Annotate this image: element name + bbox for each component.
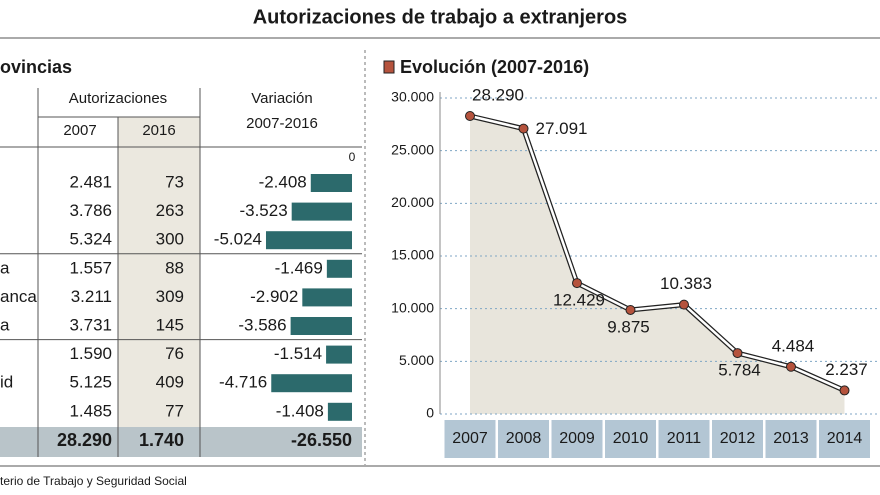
- cell: 1.557: [69, 258, 112, 277]
- row-label: anca: [0, 287, 37, 306]
- variation-bar: [310, 174, 352, 192]
- area-fill: [470, 116, 845, 415]
- data-label: 4.484: [772, 336, 815, 355]
- marker: [679, 299, 689, 310]
- cell: 3.731: [69, 315, 112, 334]
- column-header: Autorizaciones: [69, 90, 167, 107]
- total-cell: 1.740: [139, 430, 184, 450]
- marker: [572, 278, 582, 289]
- column-header: 2007: [63, 122, 96, 139]
- variation-bar: [291, 202, 352, 221]
- y-tick-label: 0: [426, 405, 434, 421]
- variation-label: -4.716: [219, 373, 267, 392]
- variation-label: -1.469: [275, 258, 323, 277]
- cell: 1.590: [69, 344, 112, 363]
- variation-label: -3.523: [239, 201, 287, 220]
- x-tick-box: [444, 420, 496, 458]
- cell: 73: [165, 172, 184, 191]
- marker: [732, 348, 743, 359]
- data-label: 10.383: [660, 274, 712, 293]
- cell: 1.485: [69, 401, 112, 420]
- table-title: ovincias: [0, 57, 72, 77]
- cell: 145: [156, 315, 184, 334]
- cell: 5.125: [69, 373, 112, 392]
- x-tick-label: 2009: [559, 430, 595, 447]
- x-tick-label: 2010: [613, 430, 649, 447]
- cell: 2.481: [69, 172, 112, 191]
- data-label: 27.091: [536, 119, 588, 138]
- title: Autorizaciones de trabajo a extranjeros: [253, 6, 628, 28]
- cell: 5.324: [69, 230, 112, 249]
- cell: 77: [165, 401, 184, 420]
- total-band: [0, 427, 362, 457]
- data-label: 12.429: [553, 291, 605, 310]
- cell: 88: [165, 258, 184, 277]
- x-tick-box: [819, 420, 870, 458]
- cell: 309: [156, 287, 184, 306]
- y-tick-label: 15.000: [391, 247, 434, 263]
- marker: [786, 361, 796, 372]
- cell: 76: [165, 344, 184, 363]
- variation-bar: [302, 288, 352, 307]
- x-tick-box: [498, 420, 549, 458]
- marker: [839, 385, 850, 396]
- variation-label: -5.024: [214, 230, 262, 249]
- marker: [465, 111, 475, 122]
- variation-bar: [326, 345, 352, 364]
- variation-label: -2.408: [259, 172, 307, 191]
- x-tick-box: [765, 420, 817, 458]
- marker: [625, 304, 636, 315]
- x-tick-label: 2007: [452, 430, 488, 447]
- y-tick-label: 25.000: [391, 141, 434, 157]
- cell: 263: [156, 201, 184, 220]
- source: terio de Trabajo y Seguridad Social: [0, 474, 187, 488]
- y-tick-label: 5.000: [399, 352, 434, 368]
- data-label: 5.784: [718, 361, 761, 380]
- total-cell: -26.550: [291, 430, 352, 450]
- x-tick-label: 2013: [773, 430, 809, 447]
- axis-label: 0: [349, 150, 356, 164]
- x-tick-box: [658, 420, 710, 458]
- column-header: Variación: [251, 90, 312, 107]
- data-label: 9.875: [607, 317, 650, 336]
- y-tick-label: 10.000: [391, 299, 434, 315]
- variation-label: -1.514: [274, 344, 322, 363]
- y-tick-label: 30.000: [391, 89, 434, 105]
- highlight-column: [118, 117, 200, 427]
- column-header: 2007-2016: [246, 115, 318, 132]
- cell: 3.786: [69, 201, 112, 220]
- legend-swatch: [383, 60, 395, 74]
- data-label: 28.290: [472, 85, 524, 104]
- variation-bar: [326, 259, 352, 278]
- cell: 3.211: [71, 287, 112, 306]
- row-label: id: [0, 373, 13, 392]
- total-cell: 28.290: [57, 430, 112, 450]
- cell: 300: [156, 230, 184, 249]
- y-tick-label: 20.000: [391, 194, 434, 210]
- cell: 409: [156, 373, 184, 392]
- row-label: a: [0, 315, 10, 334]
- x-tick-label: 2012: [720, 430, 756, 447]
- x-tick-label: 2011: [667, 430, 702, 447]
- marker: [518, 123, 529, 134]
- chart-title: Evolución (2007-2016): [400, 57, 589, 77]
- row-label: a: [0, 258, 10, 277]
- variation-label: -1.408: [276, 401, 324, 420]
- x-tick-label: 2014: [827, 430, 863, 447]
- line: [469, 114, 846, 392]
- data-label: 2.237: [825, 360, 868, 379]
- x-tick-box: [551, 420, 603, 458]
- column-header: 2016: [142, 122, 175, 139]
- variation-label: -2.902: [250, 287, 298, 306]
- x-tick-label: 2008: [506, 430, 542, 447]
- x-tick-box: [605, 420, 656, 458]
- variation-bar: [265, 231, 352, 250]
- variation-bar: [327, 402, 352, 421]
- variation-bar: [271, 374, 352, 393]
- x-tick-box: [712, 420, 763, 458]
- variation-bar: [290, 317, 352, 335]
- variation-label: -3.586: [238, 315, 286, 334]
